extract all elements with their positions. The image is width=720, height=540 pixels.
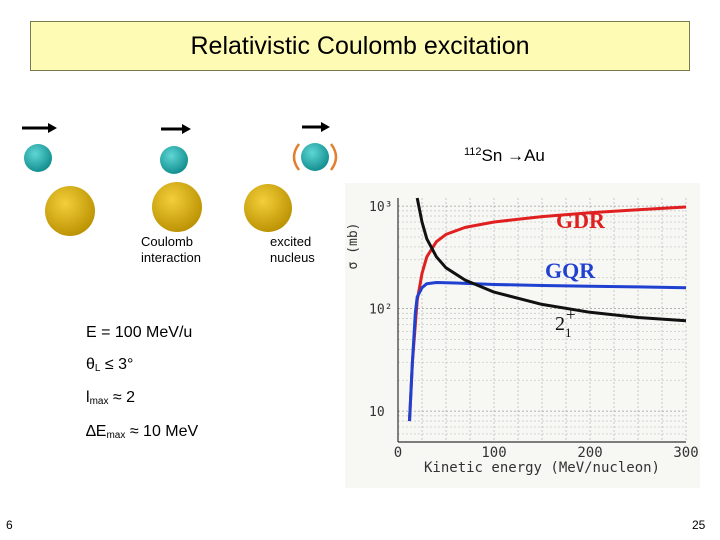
series-line-1 [408,281,687,422]
x-tick-label: 0 [394,445,402,461]
projectile-3-icon [301,143,329,171]
projectile-1-icon [24,144,52,172]
x-tick-label: 200 [577,445,602,461]
projectile-2-icon [160,146,188,174]
page-number-left: 6 [6,518,13,532]
page-number-right: 25 [692,518,706,532]
coulomb-interaction-label: Coulomb interaction [141,234,201,265]
arrow-3-icon [302,122,330,132]
arrow-1-icon [22,123,57,133]
slide-title: Relativistic Coulomb excitation [190,31,530,60]
svg-text:2: 2 [555,313,565,335]
lmax-param: lmax ≈ 2 [86,389,136,407]
y-tick-label: 10 [369,405,385,420]
gqr-label: GQR [545,258,596,283]
excited-nucleus-label: excited nucleus [270,234,315,265]
svg-text:1: 1 [565,325,572,340]
reaction-label: 112Sn →Au [464,146,545,165]
excitation-right-bracket-icon [329,143,338,171]
target-3-icon [244,184,292,232]
cross-section-chart: 0 100 200 300 10 10² 10³ σ (mb) Kinetic energy… [345,183,700,488]
target-2-icon [152,182,202,232]
x-axis-label: Kinetic energy (MeV/nucleon) [424,460,660,476]
arrow-2-icon [161,124,191,134]
y-tick-label: 10³ [369,200,392,215]
energy-param: E = 100 MeV/u [86,324,193,341]
title-box: Relativistic Coulomb excitation [30,21,690,71]
theta-param: θL ≤ 3° [86,356,134,374]
svg-text:+: + [566,305,576,324]
x-tick-label: 100 [481,445,506,461]
y-tick-label: 10² [369,303,392,318]
x-tick-label: 300 [673,445,698,461]
excitation-left-bracket-icon [292,143,301,171]
gdr-label: GDR [556,208,606,233]
series-line-2 [415,197,687,323]
y-axis-label: σ (mb) [346,223,361,270]
two-plus-label: 2 1 + [555,305,576,340]
target-1-icon [45,186,95,236]
delta-e-param: ∆Emax ≈ 10 MeV [86,423,199,441]
